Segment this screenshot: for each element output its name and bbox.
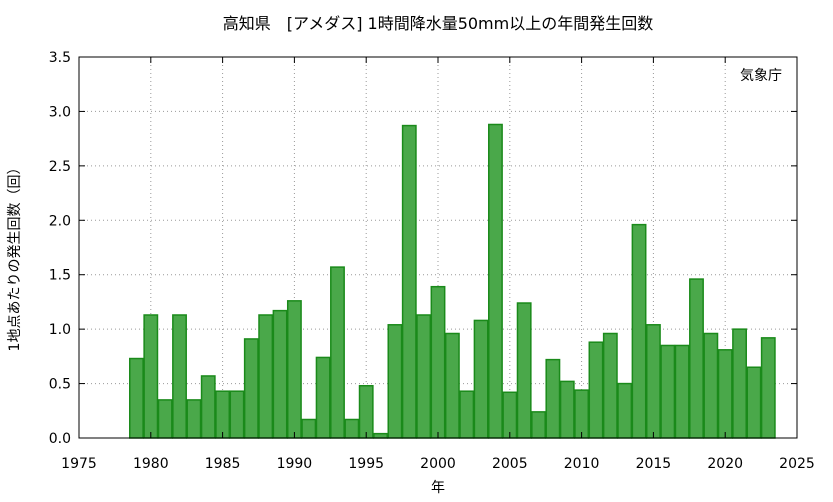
bar bbox=[186, 399, 202, 439]
bar bbox=[330, 266, 345, 439]
y-tick-label: 3.5 bbox=[49, 50, 71, 66]
y-tick-label: 0.0 bbox=[49, 431, 71, 447]
bar bbox=[258, 314, 274, 439]
x-tick-label: 1975 bbox=[61, 456, 97, 472]
x-tick-label: 1985 bbox=[205, 456, 241, 472]
bar bbox=[732, 328, 747, 439]
bar bbox=[358, 384, 374, 439]
bar bbox=[631, 223, 647, 439]
bar bbox=[430, 285, 446, 439]
bar bbox=[502, 391, 518, 439]
x-tick-label: 2000 bbox=[420, 456, 456, 472]
x-tick-label: 2010 bbox=[564, 456, 600, 472]
bar bbox=[373, 432, 388, 439]
bar bbox=[301, 418, 317, 439]
y-tick-label: 3.0 bbox=[49, 104, 71, 120]
bar bbox=[531, 411, 546, 439]
bar bbox=[243, 338, 259, 439]
x-tick-label: 2020 bbox=[707, 456, 743, 472]
x-tick-label: 1980 bbox=[133, 456, 169, 472]
y-tick-label: 1.0 bbox=[49, 322, 71, 338]
bar bbox=[473, 319, 489, 439]
y-axis-title: 1地点あたりの発生回数（回） bbox=[7, 161, 23, 352]
bar bbox=[444, 332, 460, 439]
bar bbox=[717, 349, 733, 439]
x-tick-label: 1990 bbox=[277, 456, 313, 472]
bar bbox=[401, 124, 417, 439]
bar bbox=[143, 314, 159, 439]
bar bbox=[157, 399, 173, 439]
bar bbox=[172, 314, 187, 439]
x-tick-label: 2015 bbox=[636, 456, 672, 472]
bar bbox=[344, 418, 360, 439]
bar bbox=[703, 332, 719, 439]
bar bbox=[660, 344, 676, 439]
bar bbox=[416, 314, 432, 439]
bar bbox=[617, 382, 633, 439]
source-note: 気象庁 bbox=[740, 68, 782, 84]
x-tick-label: 2025 bbox=[779, 456, 815, 472]
x-tick-label: 1995 bbox=[348, 456, 384, 472]
bar bbox=[215, 390, 231, 439]
bar bbox=[645, 324, 661, 439]
bar bbox=[488, 123, 503, 439]
bar bbox=[286, 300, 302, 439]
bar bbox=[272, 309, 288, 439]
bar bbox=[200, 375, 216, 439]
bar bbox=[674, 344, 690, 439]
y-tick-label: 2.5 bbox=[49, 159, 71, 175]
bar bbox=[689, 278, 704, 439]
bar bbox=[387, 324, 403, 439]
bar bbox=[129, 357, 144, 439]
ticks: 1975 1980 1985 1990 1995 2000 2005 2010 2015 2020… bbox=[49, 50, 815, 472]
y-tick-label: 1.5 bbox=[49, 268, 71, 284]
bar bbox=[588, 341, 604, 439]
bar bbox=[545, 358, 561, 439]
bar bbox=[516, 302, 532, 439]
bar bbox=[559, 380, 575, 439]
bars bbox=[129, 123, 776, 439]
bar bbox=[746, 366, 762, 439]
bar bbox=[574, 389, 590, 439]
x-axis-title: 年 bbox=[431, 480, 445, 496]
x-tick-label: 2005 bbox=[492, 456, 528, 472]
bar bbox=[459, 390, 475, 439]
bar bbox=[229, 390, 245, 439]
bar bbox=[602, 332, 618, 439]
y-tick-label: 2.0 bbox=[49, 213, 71, 229]
bar bbox=[760, 337, 776, 439]
chart-title: 高知県 [アメダス] 1時間降水量50mm以上の年間発生回数 bbox=[223, 14, 653, 33]
bar bbox=[315, 356, 331, 439]
y-tick-label: 0.5 bbox=[49, 377, 71, 393]
